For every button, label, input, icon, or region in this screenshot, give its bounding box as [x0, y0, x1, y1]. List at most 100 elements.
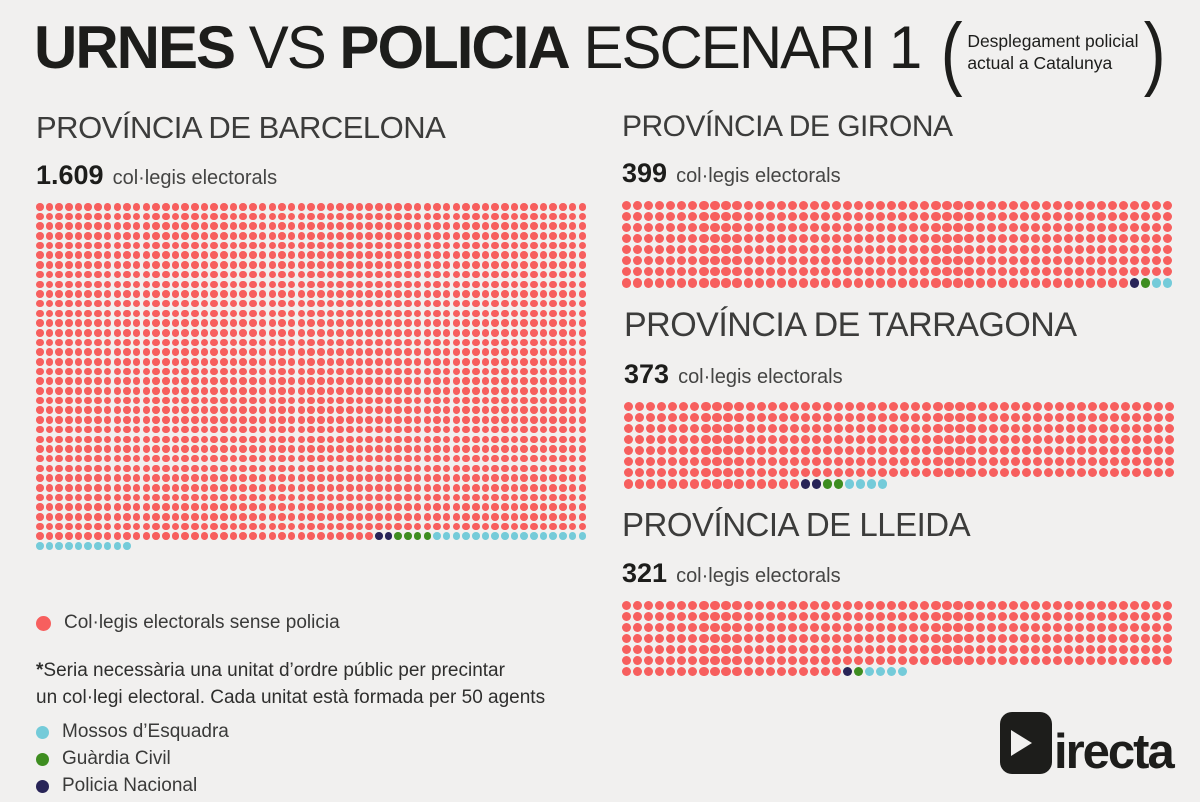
dot-college-no-police [471, 483, 480, 492]
dot-college-no-police [191, 483, 199, 492]
dot-college-no-police [258, 416, 267, 424]
dot-college-no-police [1119, 201, 1129, 211]
dot-college-no-police [578, 464, 587, 473]
dot-college-no-police [113, 387, 122, 395]
dot-college-no-police [1008, 278, 1018, 288]
dot-college-no-police [911, 435, 921, 445]
dot-college-no-police [975, 623, 985, 633]
dot-college-no-police [876, 278, 886, 288]
dot-college-no-police [200, 348, 209, 356]
dot-college-no-police [161, 338, 170, 347]
dot-college-no-police [297, 464, 306, 473]
dot-college-no-police [510, 503, 519, 511]
dot-college-no-police [491, 416, 499, 424]
dot-college-no-police [375, 522, 383, 531]
dot-college-no-police [732, 667, 742, 677]
dot-college-no-police [307, 203, 315, 211]
dot-college-no-police [84, 203, 93, 211]
dot-college-no-police [413, 212, 422, 221]
dot-college-no-police [278, 474, 286, 482]
dot-college-no-police [123, 377, 131, 385]
dot-college-no-police [471, 367, 480, 376]
dot-college-no-police [887, 623, 897, 633]
dot-college-no-police [900, 402, 910, 412]
dot-college-no-police [384, 319, 393, 327]
dot-college-no-police [1154, 435, 1164, 445]
dot-college-no-police [520, 251, 528, 260]
dot-college-no-police [743, 201, 753, 211]
dot-college-no-police [84, 358, 93, 366]
dot-college-no-police [520, 241, 528, 250]
dot-college-no-police [677, 245, 687, 255]
dot-college-no-police [297, 493, 306, 502]
dot-college-no-police [278, 454, 286, 463]
dot-college-no-police [152, 299, 160, 308]
dot-college-no-police [229, 212, 238, 221]
dot-college-no-police [1052, 623, 1063, 633]
dot-mossos-unit [491, 532, 499, 540]
dot-college-no-police [1097, 623, 1107, 633]
dot-college-no-police [181, 464, 189, 473]
dot-college-no-police [539, 290, 548, 298]
dot-college-no-police [181, 338, 189, 347]
dot-college-no-police [200, 377, 209, 385]
dot-college-no-police [55, 348, 63, 356]
dot-college-no-police [666, 223, 676, 233]
dot-college-no-police [944, 457, 954, 467]
dot-college-no-police [210, 532, 218, 540]
dot-college-no-police [510, 425, 519, 434]
dot-college-no-police [113, 203, 122, 211]
dot-mossos-unit [867, 479, 877, 489]
dot-college-no-police [889, 468, 899, 478]
dot-college-no-police [997, 645, 1007, 655]
dot-college-no-police [679, 435, 689, 445]
dot-college-no-police [999, 446, 1009, 456]
dot-college-no-police [510, 261, 519, 269]
dot-college-no-police [1041, 234, 1051, 244]
dot-college-no-police [336, 241, 344, 250]
dot-college-no-police [520, 387, 528, 395]
dot-college-no-police [229, 270, 238, 279]
dot-college-no-police [278, 232, 286, 240]
dot-college-no-police [365, 367, 373, 376]
dot-college-no-police [452, 270, 461, 279]
dot-college-no-police [452, 454, 461, 463]
dot-college-no-police [268, 348, 277, 356]
dot-college-no-police [307, 280, 315, 289]
dot-college-no-police [481, 261, 490, 269]
dot-college-no-police [1152, 267, 1162, 277]
dot-college-no-police [754, 212, 764, 222]
dot-college-no-police [442, 406, 451, 415]
dot-college-no-police [103, 522, 112, 531]
dot-college-no-police [655, 645, 665, 655]
dot-college-no-police [809, 278, 819, 288]
dot-college-no-police [355, 406, 364, 415]
dot-college-no-police [975, 201, 985, 211]
dot-college-no-police [666, 267, 676, 277]
dot-college-no-police [220, 483, 228, 492]
dot-college-no-police [1097, 612, 1107, 622]
dot-college-no-police [710, 223, 720, 233]
dot-college-no-police [287, 328, 296, 337]
dot-college-no-police [355, 270, 364, 279]
dot-college-no-police [423, 406, 432, 415]
dot-college-no-police [55, 406, 63, 415]
dot-college-no-police [578, 503, 587, 511]
dot-college-no-police [842, 201, 853, 211]
dot-mossos-unit [65, 542, 73, 550]
dot-college-no-police [55, 261, 63, 269]
dot-college-no-police [931, 245, 941, 255]
dot-college-no-police [668, 446, 678, 456]
dot-college-no-police [132, 513, 141, 521]
subtitle-note: ( Desplegament policial actual a Catalun… [938, 12, 1168, 94]
dot-college-no-police [200, 454, 209, 463]
dot-college-no-police [210, 358, 218, 366]
dot-college-no-police [258, 483, 267, 492]
dot-college-no-police [365, 270, 373, 279]
dot-college-no-police [316, 241, 325, 250]
dot-college-no-police [520, 203, 528, 211]
dot-college-no-police [181, 358, 189, 366]
dot-college-no-police [161, 377, 170, 385]
dot-college-no-police [307, 338, 315, 347]
dot-college-no-police [842, 656, 853, 666]
